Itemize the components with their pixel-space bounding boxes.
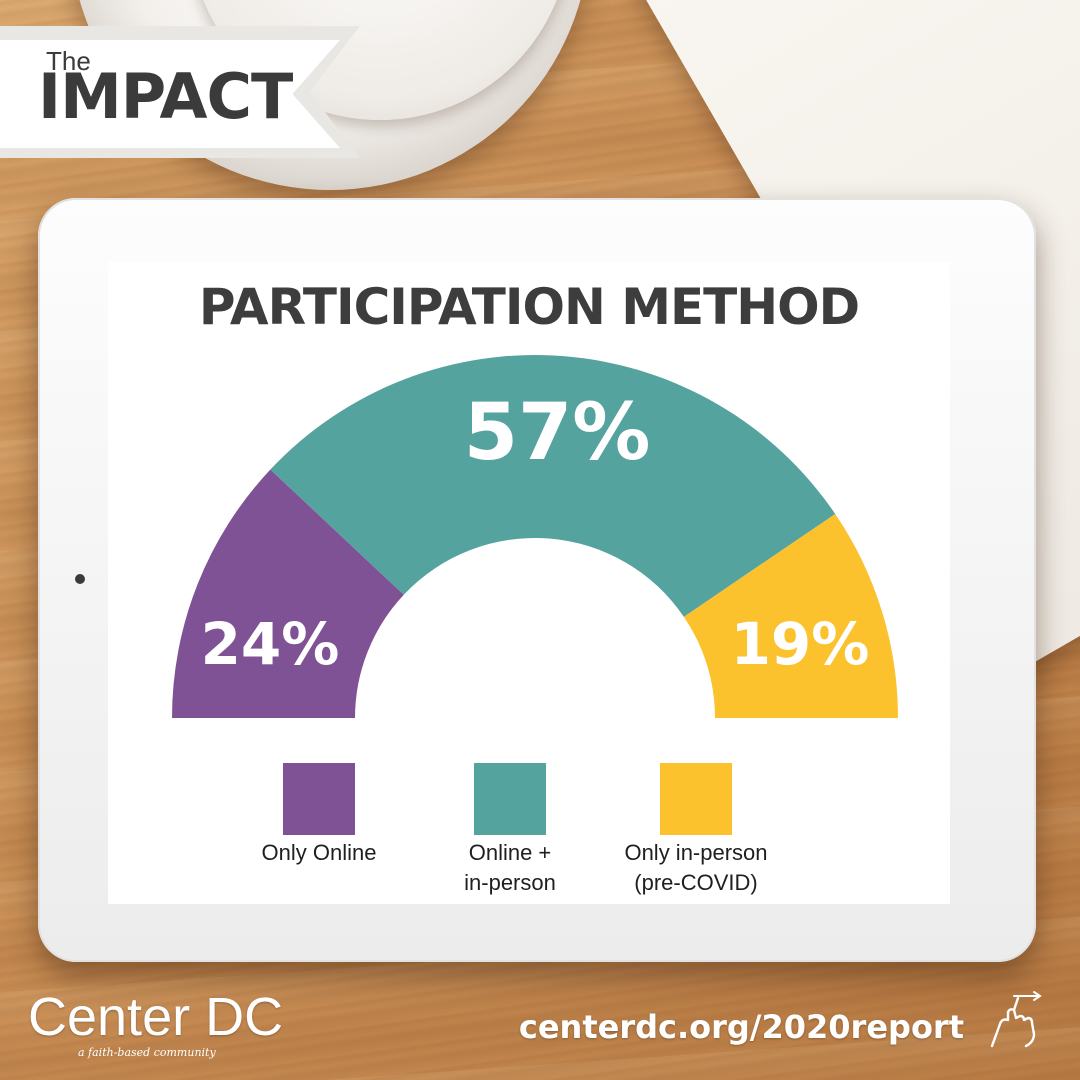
header-pre-title: The [46, 46, 91, 76]
legend-label-only-in-person: Only in-person (pre-COVID) [624, 840, 768, 895]
slice-online-in-person [270, 355, 836, 617]
brand-tagline: a faith-based community [78, 1046, 216, 1059]
pointing-hand-icon [990, 991, 1042, 1048]
value-label-only-online: 24% [201, 610, 340, 678]
header-title: IMPACT [38, 60, 293, 133]
legend-swatch-only-in-person [660, 763, 732, 835]
legend-label-only-online: Only Online [261, 840, 377, 865]
value-label-online-in-person: 57% [464, 388, 651, 478]
slice-only-in-person [683, 513, 898, 718]
legend-swatch-only-online [283, 763, 355, 835]
value-label-only-in-person: 19% [731, 610, 870, 678]
legend-swatch-online-in-person [474, 763, 546, 835]
chart-title: PARTICIPATION METHOD [198, 278, 860, 336]
brand-logo: Center DC [28, 987, 284, 1047]
report-url[interactable]: centerdc.org/2020report [518, 1008, 964, 1046]
header-ribbon [0, 40, 340, 148]
slice-only-online [172, 469, 404, 718]
legend-label-online-in-person: Online + in-person [464, 840, 556, 895]
tablet-camera [75, 574, 85, 584]
